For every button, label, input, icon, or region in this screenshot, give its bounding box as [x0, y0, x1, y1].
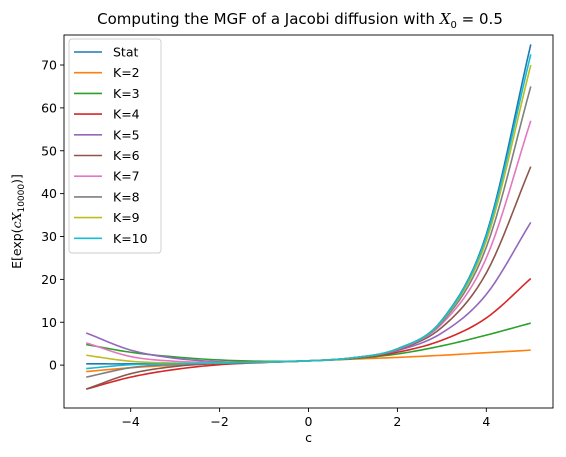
legend-label: K=3: [113, 86, 140, 101]
x-tick-label: −2: [210, 414, 228, 429]
legend-label: K=8: [113, 189, 140, 204]
chart-title-math-sub: 0: [451, 20, 457, 31]
legend-label: K=7: [113, 169, 140, 184]
x-axis-label: c: [305, 430, 312, 445]
y-tick-label: 70: [41, 58, 57, 73]
chart-title-text: Computing the MGF of a Jacobi diffusion …: [97, 10, 440, 28]
y-axis-label-math-var: cX: [9, 211, 24, 228]
x-tick-label: 4: [482, 414, 490, 429]
legend-box: [68, 38, 162, 254]
x-axis: −4 −2 0 2 4: [121, 408, 490, 429]
y-axis-label-suffix: )]: [9, 174, 24, 184]
legend-label: K=6: [113, 148, 140, 163]
legend-label: K=9: [113, 210, 140, 225]
y-axis-label-math-sub: 10000: [17, 184, 27, 213]
chart-title-math-var: X: [439, 10, 452, 28]
y-tick-label: 60: [41, 100, 57, 115]
series-line-k-4: [86, 277, 532, 390]
y-tick-label: 20: [41, 272, 57, 287]
y-tick-label: 0: [49, 358, 57, 373]
legend-label: K=5: [113, 127, 140, 142]
y-axis: 0 10 20 30 40 50 60 70: [41, 58, 64, 373]
y-axis-label-prefix: E[exp(: [9, 228, 24, 268]
series-line-k-10: [86, 54, 532, 370]
plot-area: [85, 44, 532, 390]
x-tick-label: −4: [121, 414, 139, 429]
y-tick-label: 10: [41, 315, 57, 330]
x-tick-label: 0: [305, 414, 313, 429]
legend-label: K=4: [113, 107, 140, 122]
legend-label: Stat: [113, 45, 138, 60]
y-axis-label: E[exp(cX10000)]: [9, 174, 27, 269]
legend-label: K=2: [113, 65, 140, 80]
legend: Stat K=2 K=3 K=4 K=5 K=6 K=7 K=8 K=9 K=10: [68, 38, 162, 254]
y-tick-label: 40: [41, 186, 57, 201]
y-tick-label: 50: [41, 143, 57, 158]
y-tick-label: 30: [41, 229, 57, 244]
x-tick-label: 2: [393, 414, 401, 429]
chart-title-math-rest: = 0.5: [457, 10, 503, 28]
legend-label: K=10: [113, 231, 148, 246]
chart-title: Computing the MGF of a Jacobi diffusion …: [97, 10, 503, 31]
